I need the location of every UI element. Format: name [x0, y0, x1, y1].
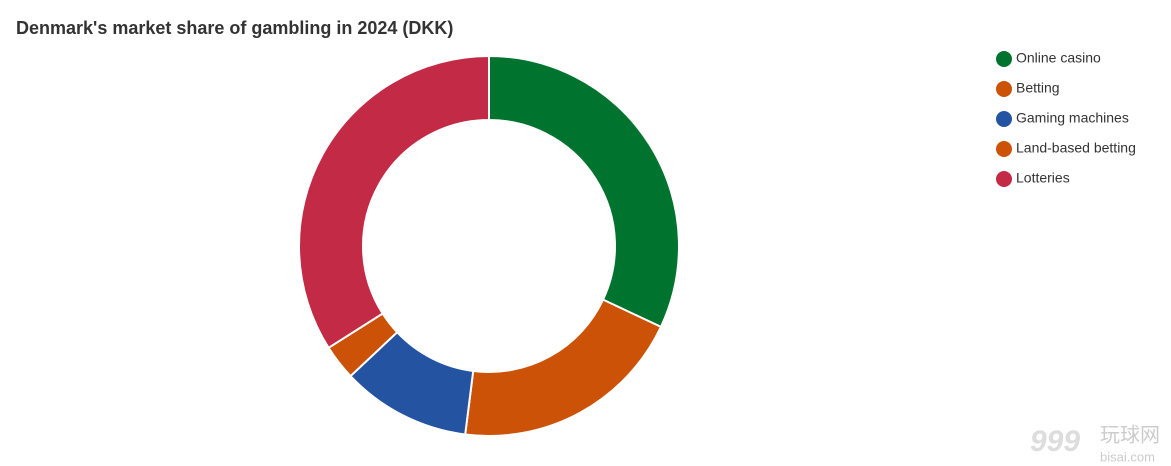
- legend-label: Lotteries: [1016, 170, 1070, 186]
- legend-swatch: [996, 51, 1012, 67]
- legend-label: Betting: [1016, 80, 1060, 96]
- legend-swatch: [996, 171, 1012, 187]
- watermark-site: bisai.com: [1100, 449, 1155, 464]
- legend-label: Online casino: [1016, 50, 1101, 66]
- chart-title: Denmark's market share of gambling in 20…: [16, 18, 453, 38]
- slice: [298, 54, 490, 350]
- slice: [464, 298, 663, 437]
- legend-label: Land-based betting: [1016, 140, 1136, 156]
- legend-swatch: [996, 81, 1012, 97]
- slice: [488, 54, 680, 329]
- legend-label: Gaming machines: [1016, 110, 1129, 126]
- watermark-name: 玩球网: [1100, 423, 1160, 446]
- watermark-number: 999: [1030, 425, 1080, 458]
- legend-swatch: [996, 111, 1012, 127]
- legend-swatch: [996, 141, 1012, 157]
